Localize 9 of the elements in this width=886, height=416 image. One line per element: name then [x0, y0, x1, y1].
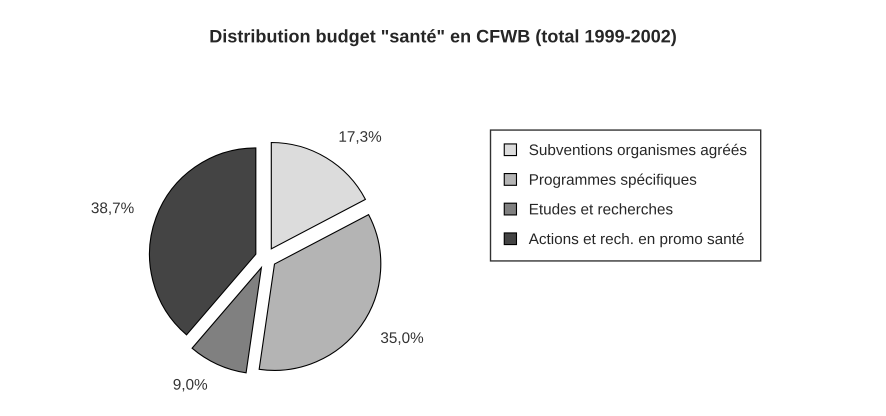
legend-label: Programmes spécifiques	[530, 174, 696, 188]
data-label: 35,0%	[380, 332, 424, 345]
data-label: 17,3%	[340, 131, 382, 144]
legend-label: Etudes et recherches	[530, 203, 673, 215]
legend-label: Subventions organismes agréés	[529, 144, 746, 158]
legend-label: Actions et rech. en promo santé	[528, 232, 744, 248]
data-label: 38,7%	[91, 202, 134, 216]
chart-title: Distribution budget "santé" en CFWB (total 1999-2002)	[210, 29, 676, 46]
data-label: 9,0%	[174, 378, 208, 392]
